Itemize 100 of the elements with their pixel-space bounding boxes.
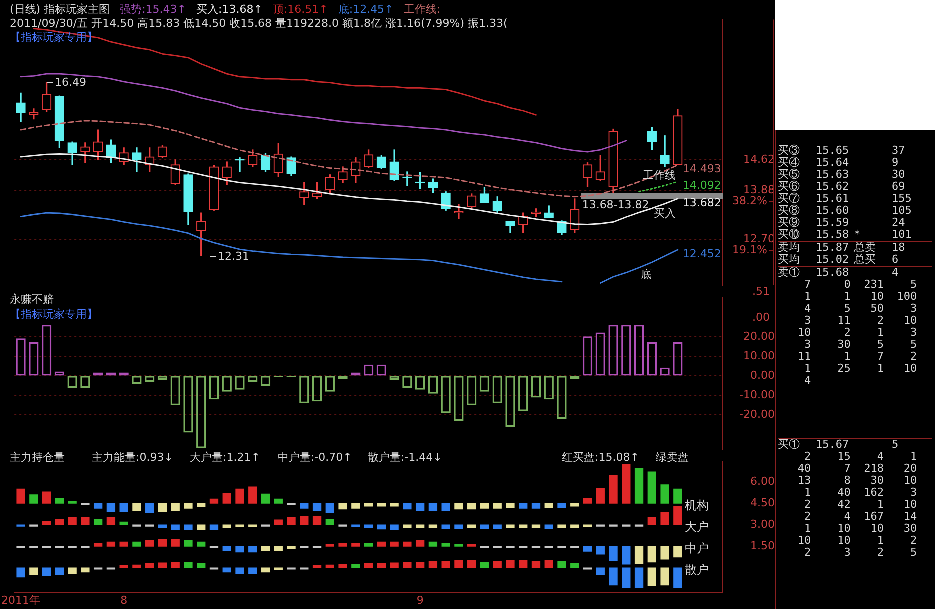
y-tick-label: 4.50 [750,496,775,510]
text: 买均 15.02 总买 6 [778,253,900,266]
annotation: 主力能量:0.93↓ [92,451,174,465]
x-tick-label: 8 [120,594,128,607]
bar [442,543,450,547]
bar [30,494,38,504]
series-label: 散户 [684,563,709,578]
bar [390,524,399,530]
bar [158,562,168,568]
bar [468,503,476,510]
bar [480,524,490,529]
text: 买⑨ 15.59 24 [778,216,906,229]
bar [648,472,656,504]
band-label: 13.68-13.82 [582,198,650,212]
y-tick-label: -20.00 [740,408,775,421]
y-tick-label: 20.00 [744,330,775,343]
text: 2 15 4 1 [803,450,918,463]
bar [558,561,566,568]
y2-tick-label: 38.2% [732,194,768,208]
bar [274,498,283,504]
y2-tick-label: 19.1% [732,244,768,257]
y-tick-label: 6.00 [750,474,775,488]
bar [544,560,554,568]
text: 买⑩ 15.58 * 101 [778,228,913,241]
y-tick-label: -10.00 [740,388,775,402]
bar [120,566,128,568]
bar [454,524,464,529]
bar [326,564,334,568]
bar [120,522,128,526]
text: 买③ 15.65 37 [778,144,906,157]
text: .51 [752,285,770,298]
annotation: 12.31 [218,250,250,263]
x-tick-label: 2011年 [2,594,41,607]
text: 1 25 1 10 [803,362,918,375]
annotation: 16.49 [55,76,86,89]
text: 4 [803,374,812,387]
bar [454,560,464,568]
y-tick-label: 3.00 [750,518,775,531]
text: 工作线: [404,3,440,16]
bar [184,562,193,568]
data-label: 14.493 [682,162,722,176]
bar [184,540,193,547]
text: 11 1 7 2 [796,350,918,363]
bar [506,503,515,508]
bar [132,542,142,547]
text: 2 42 1 10 [803,498,918,511]
bar [532,561,541,568]
text: 2 4 167 14 [803,510,918,523]
bar [171,503,180,512]
annotation: 散户量:-1.44↓ [368,451,442,465]
bar [428,542,438,547]
bar [352,564,360,568]
bar [544,503,554,508]
bar [454,503,464,510]
chart-title: 主力持仓量 [10,451,65,464]
text: 底:12.45↑ [338,3,394,16]
bar [364,563,374,568]
bar [68,501,77,504]
bar [338,564,348,568]
line-series [638,181,679,193]
data-label: 12.452 [682,247,722,260]
bar [364,543,374,547]
text: 买⑧ 15.60 105 [778,204,913,217]
bar [390,503,399,507]
text: 3 11 2 10 [803,314,918,327]
text: 1 1 10 100 [803,290,918,303]
bar [570,563,580,568]
bar [158,503,168,512]
bar [146,563,154,568]
bar [660,484,670,504]
text: 买⑤ 15.63 30 [778,168,906,181]
text: 强势:15.43↑ [120,3,187,16]
text: 卖均 15.87 总卖 18 [778,241,906,254]
bar [352,524,360,528]
bar [493,561,502,568]
bar [416,562,425,568]
text: 40 7 218 20 [796,462,918,475]
bar [197,542,206,547]
bar [261,494,270,504]
text: 2 3 2 5 [803,546,918,559]
x-tick-label: 9 [416,594,424,607]
bar [674,488,682,504]
text: .00 [752,311,770,324]
bar [428,561,438,568]
bar [184,503,193,509]
bar [312,566,322,568]
chart-title: (日线) 指标玩家主图 [10,3,110,16]
text: 买入:13.68↑ [196,3,263,16]
bar [171,524,180,530]
bar [184,524,193,530]
bar [377,563,386,568]
bar [197,563,206,568]
bar [442,561,450,568]
data-label: 13.682 [682,196,722,210]
text: 买⑦ 15.61 155 [778,192,913,205]
bar [326,518,334,526]
bar [493,524,502,529]
bar [171,562,180,568]
bar [634,468,644,504]
y-tick-label: 0.00 [750,368,775,382]
